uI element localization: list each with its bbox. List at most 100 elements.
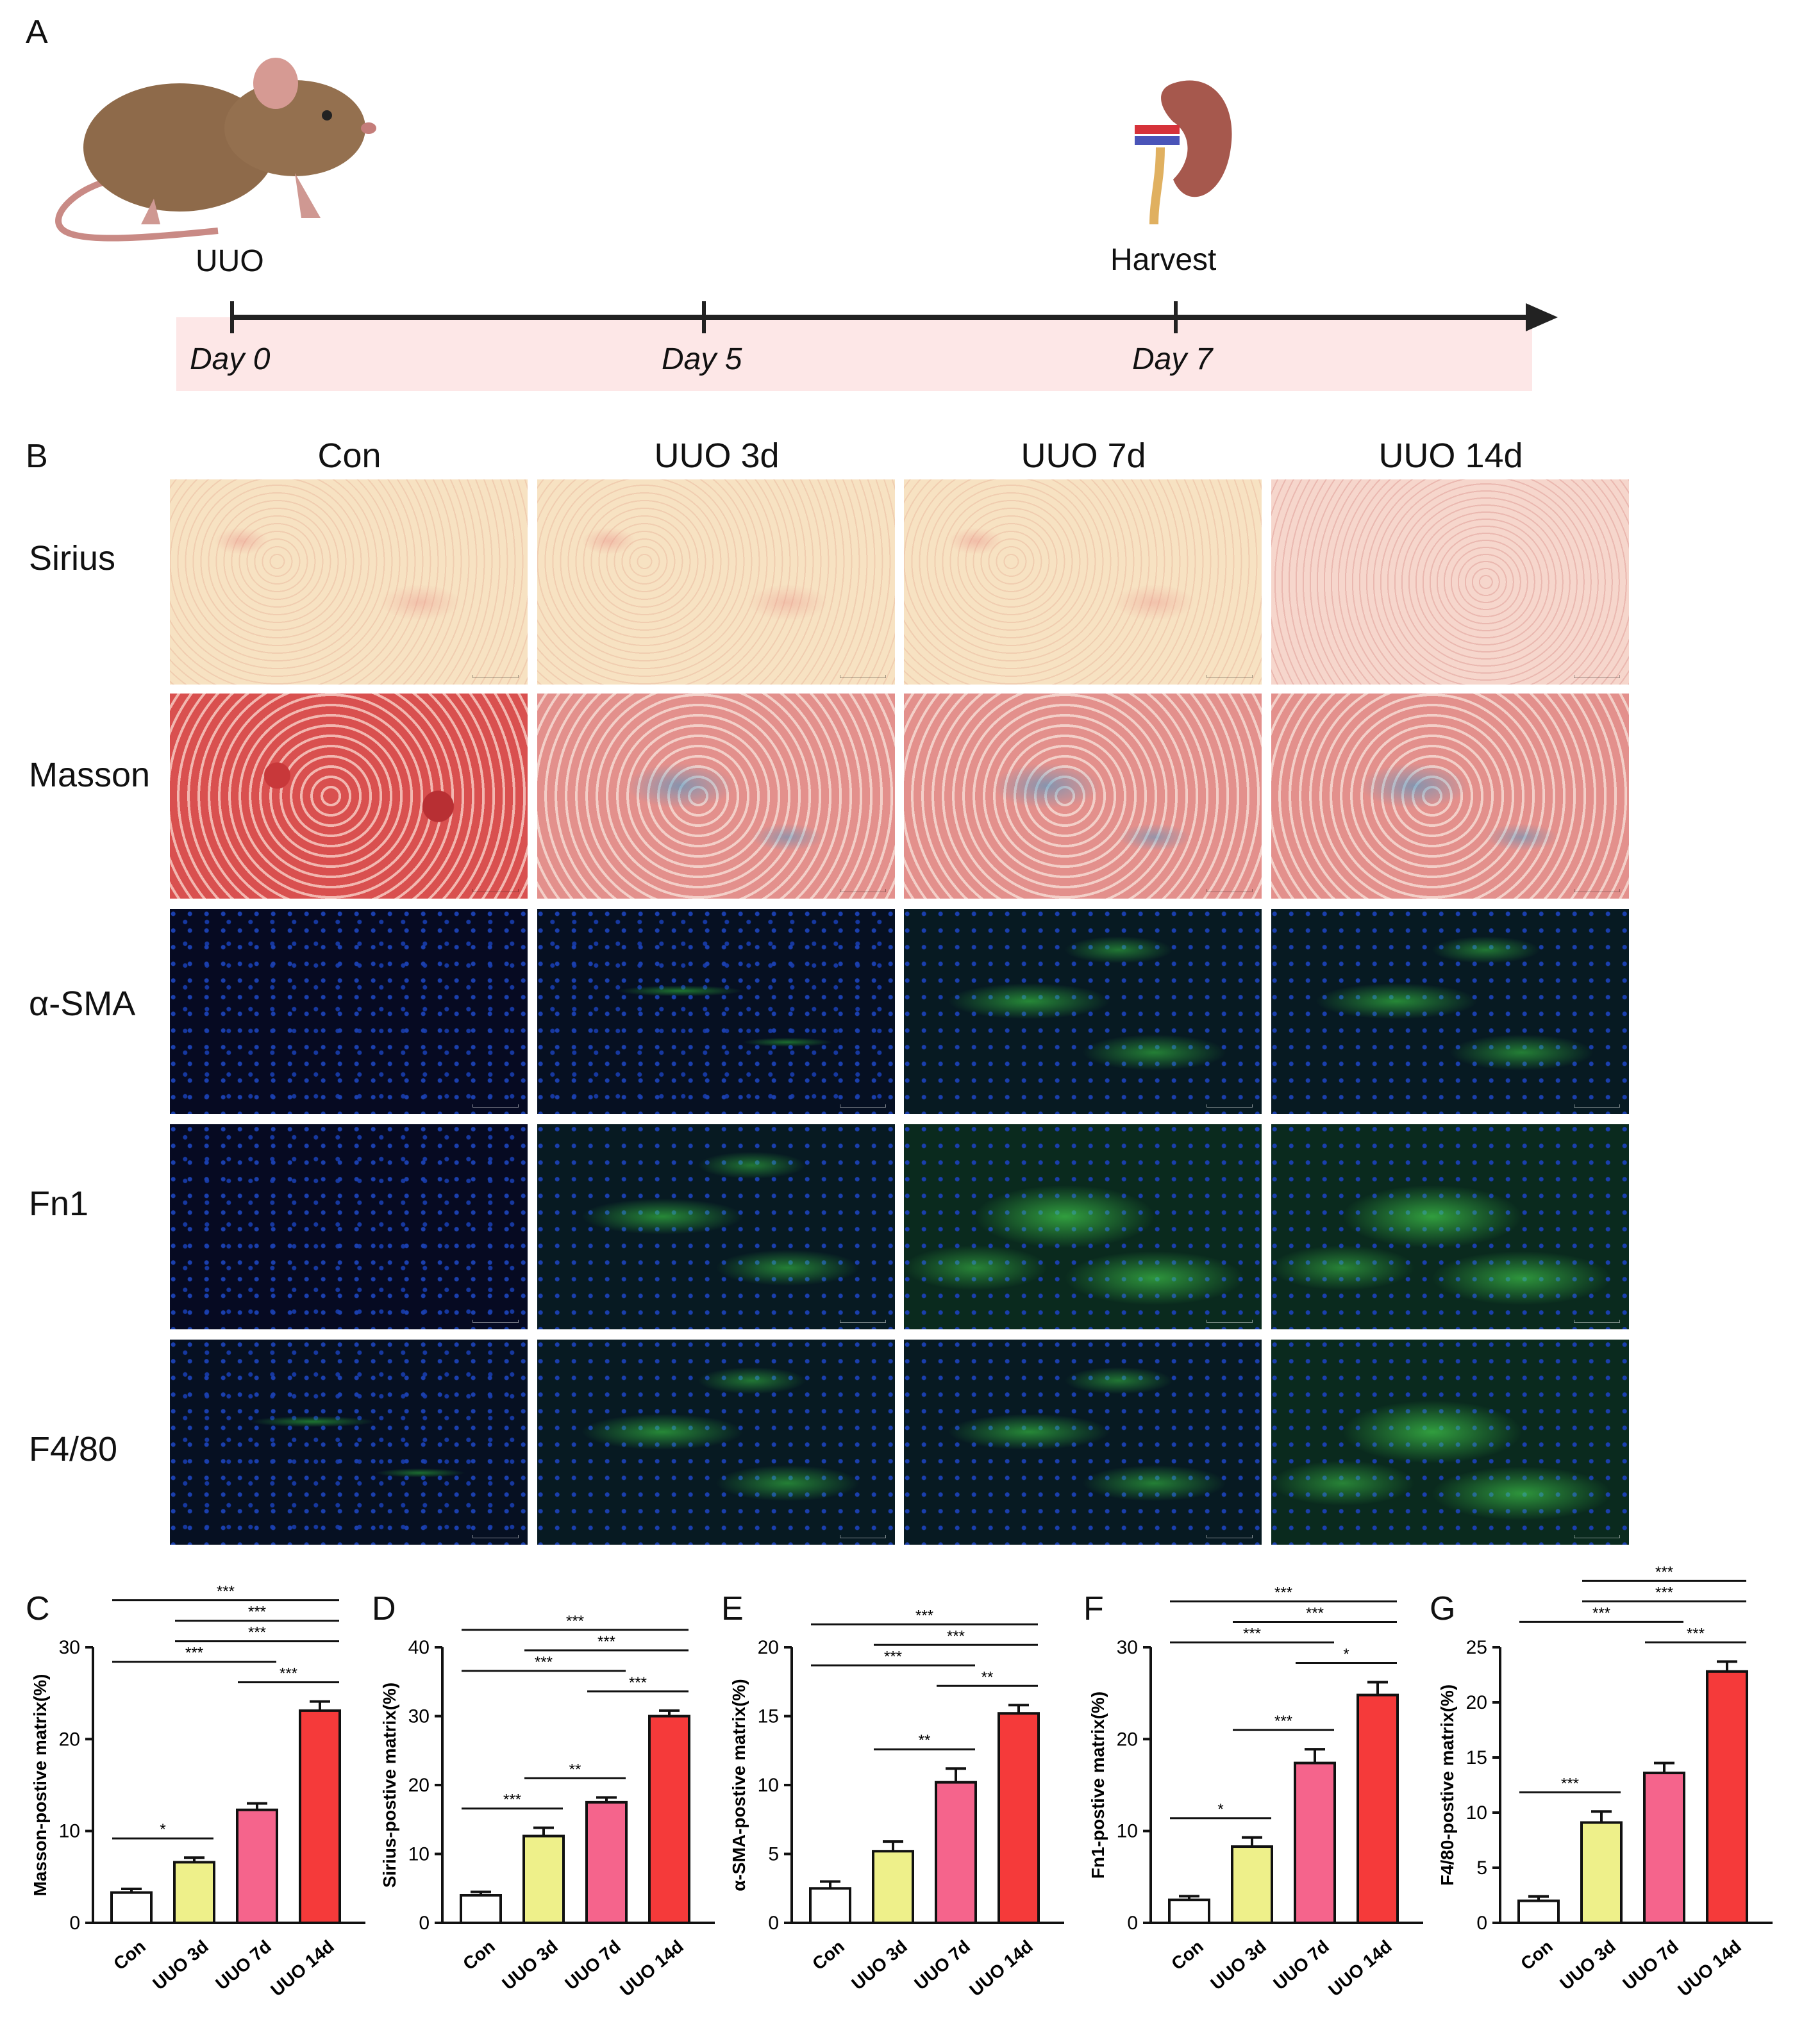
timeline-axis [230,301,1558,333]
significance-label: * [1343,1645,1349,1663]
bar-con [1517,1899,1560,1924]
y-tick-label: 15 [758,1706,779,1727]
significance-label: ** [919,1732,931,1749]
column-title-uuo-3d: UUO 3d [654,436,780,475]
bar-uuo-14d [1706,1670,1748,1924]
timeline-start-label: UUO [196,244,264,278]
bar-uuo-7d [935,1781,977,1925]
x-tick-label: Con [110,1936,149,1974]
y-axis-label: α-SMA-postive matrix(%) [729,1679,749,1891]
micrograph-alpha-sma-uuo-14d [1271,909,1629,1114]
micrograph-sirius-uuo-7d [904,479,1262,685]
y-tick-label: 10 [408,1844,430,1865]
bar-con [460,1894,502,1924]
x-tick-label: UUO 14d [1324,1936,1396,2000]
y-tick-label: 20 [1117,1729,1138,1750]
y-tick-label: 10 [1117,1821,1138,1842]
micrograph-masson-uuo-7d [904,694,1262,899]
y-tick-label: 30 [408,1706,430,1727]
y-tick-label: 10 [758,1775,779,1796]
significance-label: *** [566,1613,584,1630]
chart-c: 0 10 20 30 Masson-postive matrix(%) Con UUO 3d… [30,1583,365,2000]
micrograph-sirius-uuo-14d [1271,479,1629,685]
panel-label-e: E [721,1590,744,1627]
significance-label: *** [1274,1713,1292,1730]
panel-label-g: G [1430,1590,1456,1627]
column-title-uuo-7d: UUO 7d [1021,436,1146,475]
x-tick-label: UUO 14d [616,1936,687,2000]
y-tick-label: 30 [59,1637,80,1658]
significance-label: *** [1306,1604,1324,1622]
y-tick-label: 20 [1466,1692,1487,1713]
bar-con [110,1891,153,1925]
x-tick-label: UUO 7d [1619,1936,1682,1994]
bar-uuo-7d [1643,1772,1685,1924]
y-tick-label: 0 [768,1913,779,1934]
micrograph-masson-uuo-3d [537,694,895,899]
x-tick-label: UUO 3d [847,1936,911,1994]
x-tick-label: UUO 7d [910,1936,974,1994]
bar-con [809,1887,851,1924]
significance-label: *** [1655,1584,1673,1601]
row-label-masson: Masson [29,756,151,794]
panel-label-a: A [26,13,48,51]
x-tick-label: UUO 3d [1206,1936,1270,1994]
timeline-day-7: Day 7 [1132,342,1213,376]
bar-con [1168,1899,1210,1925]
y-tick-label: 15 [1466,1747,1487,1768]
y-tick-label: 10 [59,1821,80,1842]
micrograph-alpha-sma-uuo-7d [904,909,1262,1114]
significance-label: *** [1655,1564,1673,1581]
x-tick-label: UUO 3d [149,1936,212,1994]
y-tick-label: 40 [408,1637,430,1658]
x-tick-label: UUO 7d [212,1936,275,1994]
y-tick-label: 0 [419,1913,430,1934]
micrograph-alpha-sma-con [170,909,528,1114]
bar-uuo-3d [522,1834,565,1924]
y-tick-label: 5 [1476,1857,1487,1879]
x-tick-label: UUO 7d [561,1936,624,1994]
micrograph-alpha-sma-uuo-3d [537,909,895,1114]
significance-label: *** [1592,1604,1610,1622]
x-tick-label: UUO 3d [1556,1936,1619,1994]
y-tick-label: 30 [1117,1637,1138,1658]
significance-label: *** [629,1674,647,1691]
bar-uuo-3d [872,1850,914,1925]
significance-label: * [1217,1801,1223,1818]
micrograph-f4-80-uuo-14d [1271,1340,1629,1545]
significance-label: * [160,1821,165,1838]
micrograph-sirius-con [170,479,528,685]
bar-uuo-14d [299,1709,341,1924]
bar-uuo-7d [1294,1761,1336,1924]
chart-e: 0 5 10 15 20 α-SMA-postive matrix(%) Con UUO 3d… [729,1607,1064,2000]
timeline-band [176,317,1532,391]
x-tick-label: UUO 14d [267,1936,338,2000]
bar-uuo-14d [1357,1693,1399,1925]
x-tick-label: Con [459,1936,499,1974]
y-axis-label: Fn1-postive matrix(%) [1088,1691,1108,1879]
x-tick-label: Con [1517,1936,1557,1974]
mouse-illustration [55,58,376,242]
x-tick-label: UUO 3d [498,1936,562,1994]
significance-label: *** [947,1627,965,1645]
y-tick-label: 20 [408,1775,430,1796]
significance-label: *** [1243,1625,1261,1642]
micrograph-f4-80-con [170,1340,528,1545]
row-label-alpha-sma: α-SMA [29,985,136,1023]
significance-label: *** [217,1583,235,1600]
significance-label: *** [1687,1625,1705,1642]
row-label-fn1: Fn1 [29,1184,89,1223]
micrograph-f4-80-uuo-7d [904,1340,1262,1545]
x-tick-label: UUO 14d [1674,1936,1745,2000]
micrograph-f4-80-uuo-3d [537,1340,895,1545]
x-tick-label: Con [808,1936,848,1974]
timeline-day-5: Day 5 [662,342,742,376]
x-tick-label: UUO 7d [1269,1936,1333,1994]
timeline-end-label: Harvest [1110,243,1217,277]
x-tick-label: Con [1167,1936,1207,1974]
micrograph-masson-con [170,694,528,899]
bar-uuo-14d [998,1712,1040,1924]
bar-uuo-3d [1580,1821,1623,1925]
